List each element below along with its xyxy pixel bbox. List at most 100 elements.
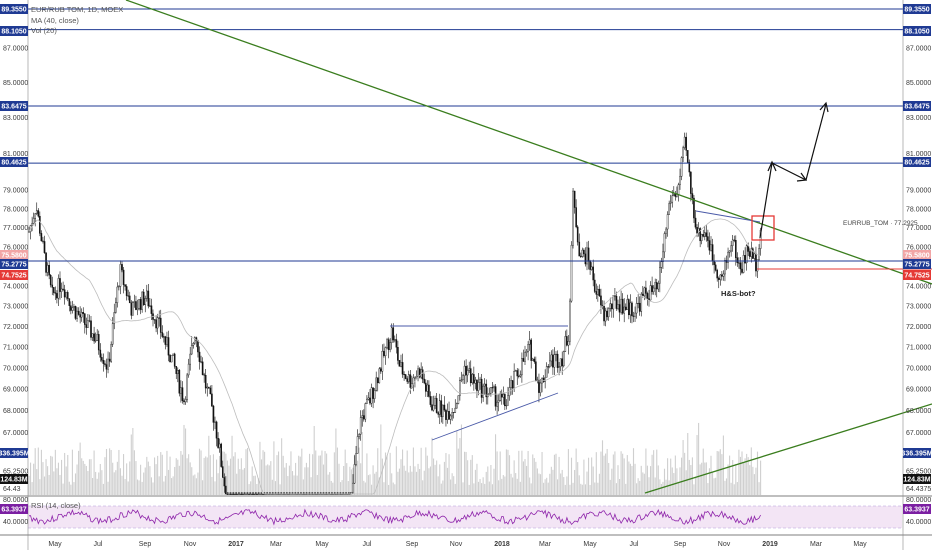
projected-path[interactable] xyxy=(759,103,827,239)
volume-bar xyxy=(105,448,108,495)
price-badge-label: 88.1050 xyxy=(1,29,26,36)
volume-bars xyxy=(28,422,762,495)
candle-body xyxy=(142,291,145,306)
candle-body xyxy=(561,358,563,367)
volume-bar xyxy=(713,478,715,495)
volume-bar xyxy=(326,453,328,495)
candle-body xyxy=(390,327,393,343)
volume-bar xyxy=(350,469,352,495)
rising-line-2017[interactable] xyxy=(431,392,559,441)
volume-bar xyxy=(133,450,135,495)
price-badge xyxy=(903,4,931,14)
candle-body xyxy=(225,485,227,495)
candle-body xyxy=(491,387,494,389)
time-tick-label: Sep xyxy=(406,541,419,548)
volume-bar xyxy=(481,483,483,495)
left-price-axis[interactable]: 87.0000 85.0000 83.0000 81.0000 79.0000 78.00… xyxy=(3,46,28,526)
drawings[interactable] xyxy=(125,0,932,494)
volume-bar xyxy=(398,468,400,495)
candle-body xyxy=(375,377,378,391)
candle-body xyxy=(32,218,35,224)
candle-body xyxy=(209,387,212,395)
volume-bar xyxy=(704,462,706,495)
candlestick-series xyxy=(28,132,762,495)
volume-bar xyxy=(498,480,500,495)
price-badge-label: 74.7525 xyxy=(904,273,929,280)
volume-bar xyxy=(304,467,306,495)
candle-body xyxy=(721,274,723,277)
time-tick-label: May xyxy=(315,541,329,548)
volume-bar xyxy=(468,484,470,495)
volume-bar xyxy=(335,428,337,495)
resistance-trendline[interactable] xyxy=(125,0,932,285)
price-tick-label: 67.0000 xyxy=(3,430,28,437)
volume-bar xyxy=(583,459,585,495)
price-badge xyxy=(0,26,28,36)
horizontal-levels[interactable] xyxy=(28,8,903,262)
volume-bar xyxy=(284,467,286,495)
symbol-info-label: EURRUB_TOM · 77.2925 xyxy=(843,220,918,227)
candle-body xyxy=(474,379,477,384)
volume-bar xyxy=(502,475,504,495)
candle-body xyxy=(494,386,497,407)
candle-body xyxy=(398,360,401,367)
candle-body xyxy=(111,323,114,345)
candle-body xyxy=(511,380,514,389)
candle-body xyxy=(707,236,709,241)
candle-body xyxy=(457,395,460,404)
candle-body xyxy=(73,306,75,308)
volume-bar xyxy=(631,465,633,495)
candle-body xyxy=(35,210,38,214)
candle-body xyxy=(719,274,722,280)
candle-body xyxy=(229,493,232,495)
price-badge xyxy=(903,259,931,269)
volume-bar xyxy=(65,466,67,495)
candle-body xyxy=(482,385,484,398)
neckline-2018[interactable] xyxy=(695,210,761,223)
volume-bar xyxy=(164,475,166,495)
candle-body xyxy=(476,379,478,391)
candle-body xyxy=(587,247,590,262)
volume-bar xyxy=(739,456,741,495)
volume-bar xyxy=(721,454,723,495)
volume-bar xyxy=(161,454,163,495)
volume-bar xyxy=(136,479,139,495)
candle-body xyxy=(559,358,562,367)
candle-body xyxy=(262,493,264,495)
volume-bar xyxy=(570,457,573,495)
support-trendline[interactable] xyxy=(644,403,932,494)
candle-body xyxy=(679,176,681,186)
volume-bar xyxy=(406,450,408,495)
candle-body xyxy=(651,285,653,292)
candle-body xyxy=(401,362,404,375)
volume-bar xyxy=(98,472,100,495)
candle-body xyxy=(217,438,219,448)
volume-bar xyxy=(169,456,171,495)
time-axis[interactable]: May Jul Sep Nov 2017 Mar May Jul Sep Nov 2018 Mar Ma… xyxy=(48,541,867,548)
candle-body xyxy=(634,312,636,317)
price-badge-label: 75.5800 xyxy=(904,253,929,260)
volume-bar xyxy=(74,473,77,495)
volume-bar xyxy=(192,475,194,495)
price-badge-label: 124.83M xyxy=(903,477,930,484)
volume-bar xyxy=(522,461,524,495)
volume-legend: Vol (20) xyxy=(31,26,57,35)
candle-body xyxy=(211,393,213,407)
time-tick-label: May xyxy=(48,541,62,548)
volume-bar xyxy=(112,462,114,495)
volume-bar xyxy=(195,478,197,495)
volume-bar xyxy=(40,449,42,495)
candle-body xyxy=(708,240,711,251)
price-badge xyxy=(0,504,28,514)
volume-bar xyxy=(605,453,607,495)
candle-body xyxy=(662,251,664,262)
volume-bar xyxy=(584,484,586,495)
candle-body xyxy=(91,333,94,338)
candle-body xyxy=(702,234,705,237)
candle-body xyxy=(669,201,672,204)
volume-bar xyxy=(177,459,179,495)
candle-body xyxy=(736,257,739,263)
candle-body xyxy=(381,350,384,372)
volume-bar xyxy=(504,476,506,495)
